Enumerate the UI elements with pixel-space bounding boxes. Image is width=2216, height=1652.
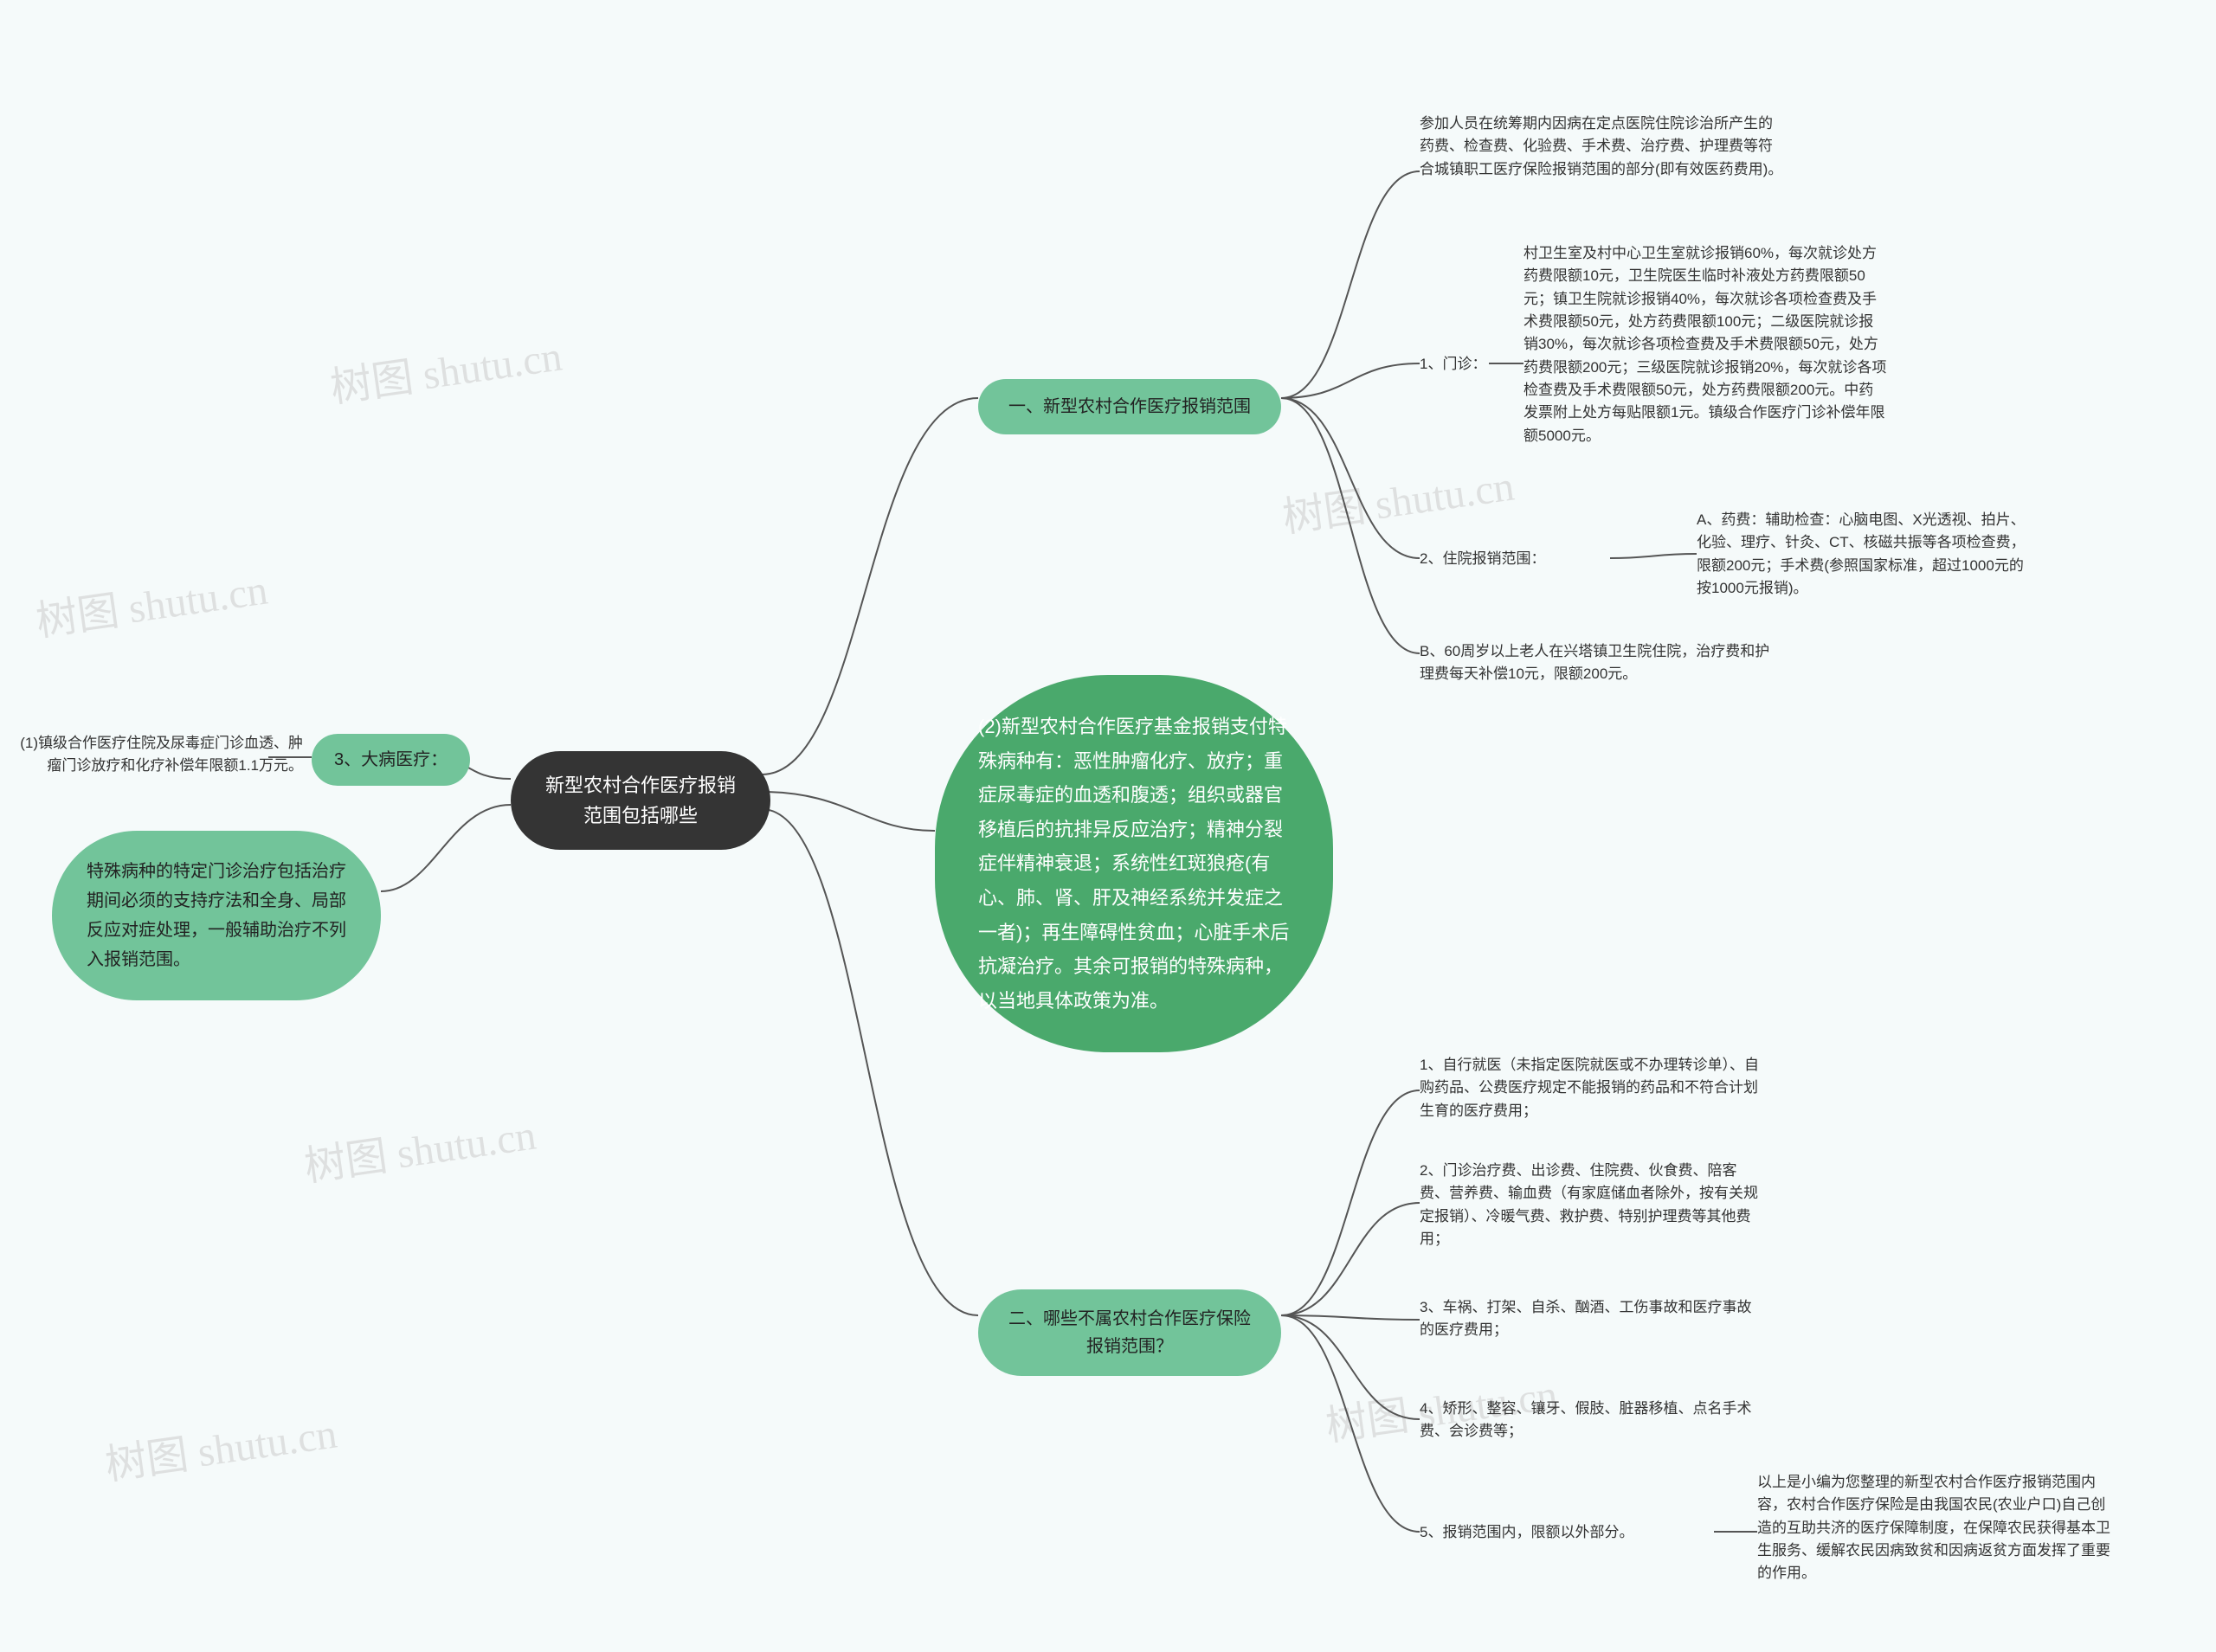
leaf-b2-5-label: 5、报销范围内，限额以外部分。	[1420, 1521, 1705, 1544]
leaf-b1-1-label: 1、门诊：	[1420, 353, 1486, 376]
leaf-b3-1: (1)镇级合作医疗住院及尿毒症门诊血透、肿瘤门诊放疗和化疗补偿年限额1.1万元。	[17, 732, 303, 778]
leaf-b1-2a: A、药费：辅助检查：心脑电图、X光透视、拍片、化验、理疗、针灸、CT、核磁共振等…	[1697, 509, 2034, 600]
leaf-b1-intro: 参加人员在统筹期内因病在定点医院住院诊治所产生的药费、检查费、化验费、手术费、治…	[1420, 112, 1783, 181]
leaf-b2-2: 2、门诊治疗费、出诊费、住院费、伙食费、陪客费、营养费、输血费（有家庭储血者除外…	[1420, 1160, 1766, 1250]
node-b3: 3、大病医疗：	[312, 734, 470, 786]
leaf-b1-1-text: 村卫生室及村中心卫生室就诊报销60%，每次就诊处方药费限额10元，卫生院医生临时…	[1524, 242, 1887, 447]
node-b3-right: (2)新型农村合作医疗基金报销支付特殊病种有：恶性肿瘤化疗、放疗；重症尿毒症的血…	[935, 675, 1333, 1052]
leaf-b2-3: 3、车祸、打架、自杀、酗酒、工伤事故和医疗事故的医疗费用；	[1420, 1296, 1766, 1342]
leaf-b2-1: 1、自行就医（未指定医院就医或不办理转诊单）、自购药品、公费医疗规定不能报销的药…	[1420, 1054, 1766, 1122]
leaf-b2-5-note: 以上是小编为您整理的新型农村合作医疗报销范围内容，农村合作医疗保险是由我国农民(…	[1757, 1471, 2112, 1585]
root-node: 新型农村合作医疗报销范围包括哪些	[511, 751, 770, 850]
watermark: 树图 shutu.cn	[31, 556, 270, 648]
watermark: 树图 shutu.cn	[1278, 452, 1517, 544]
leaf-b2-4: 4、矫形、整容、镶牙、假肢、脏器移植、点名手术费、会诊费等；	[1420, 1398, 1766, 1443]
node-b2: 二、哪些不属农村合作医疗保险报销范围？	[978, 1289, 1281, 1376]
watermark: 树图 shutu.cn	[100, 1399, 339, 1492]
watermark: 树图 shutu.cn	[300, 1101, 538, 1193]
node-b3-left2: 特殊病种的特定门诊治疗包括治疗期间必须的支持疗法和全身、局部反应对症处理，一般辅…	[52, 831, 381, 1000]
leaf-b1-2b: B、60周岁以上老人在兴塔镇卫生院住院，治疗费和护理费每天补偿10元，限额200…	[1420, 640, 1783, 686]
leaf-b1-2-label: 2、住院报销范围：	[1420, 548, 1545, 570]
watermark: 树图 shutu.cn	[325, 322, 564, 415]
node-b1: 一、新型农村合作医疗报销范围	[978, 379, 1281, 434]
